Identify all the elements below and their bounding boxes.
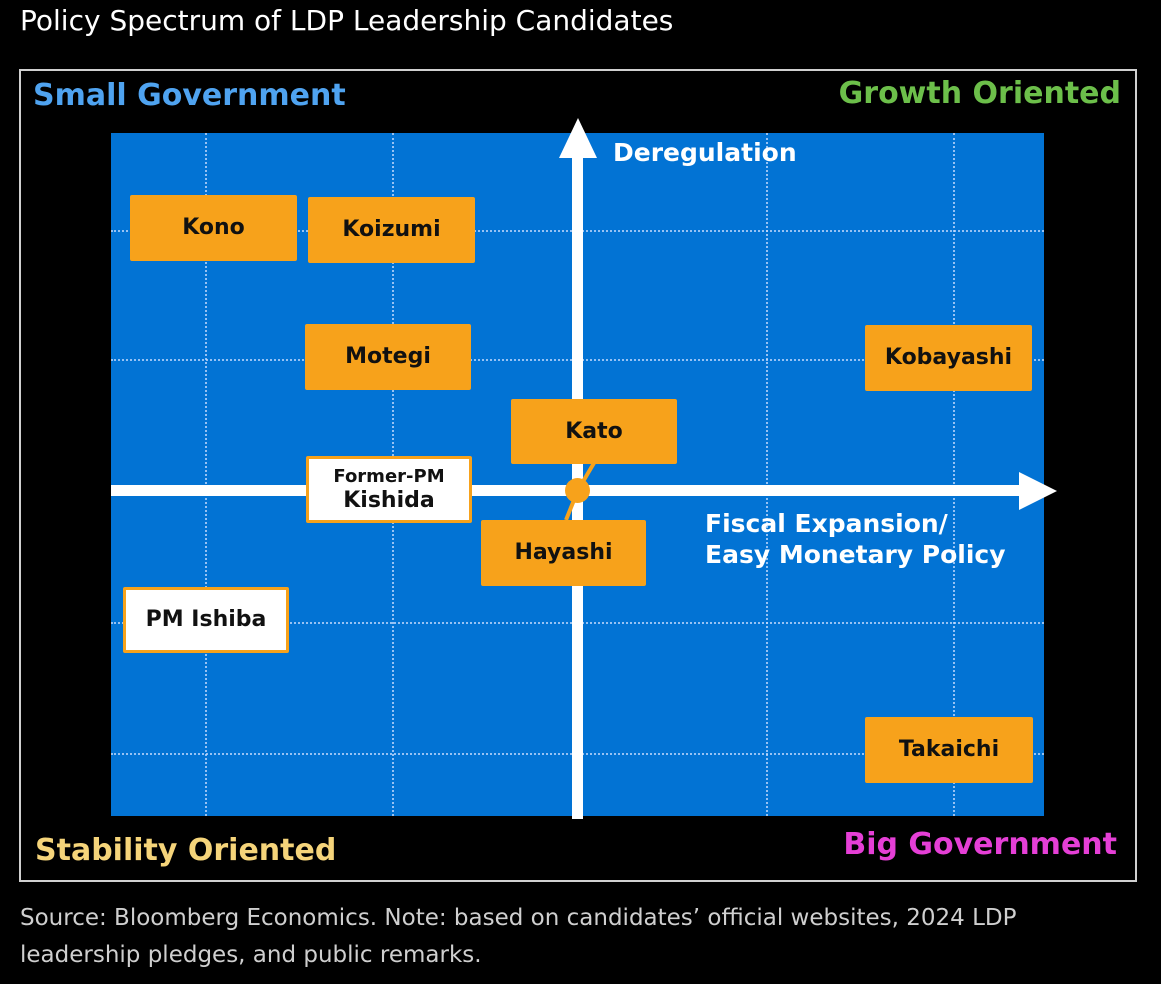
origin-dot	[565, 478, 590, 503]
grid-line-vertical	[766, 133, 768, 816]
candidate-box-kobayashi: Kobayashi	[865, 325, 1032, 391]
candidate-box-motegi: Motegi	[305, 324, 471, 390]
grid-line-vertical	[953, 133, 955, 816]
candidate-label: Hayashi	[514, 540, 613, 565]
candidate-label: PM Ishiba	[145, 607, 267, 632]
candidate-box-kato: Kato	[511, 399, 677, 464]
candidate-box-takaichi: Takaichi	[865, 717, 1033, 783]
quadrant-label-stability-oriented: Stability Oriented	[35, 833, 337, 868]
candidate-box-kishida: Former-PM Kishida	[306, 456, 472, 523]
candidate-box-koizumi: Koizumi	[308, 197, 475, 263]
candidate-box-kono: Kono	[130, 195, 297, 261]
grid-line-vertical	[205, 133, 207, 816]
chart-title: Policy Spectrum of LDP Leadership Candid…	[20, 4, 674, 37]
horizontal-axis-arrow-icon	[1019, 472, 1057, 510]
horizontal-axis-label-line1: Fiscal Expansion/	[705, 509, 948, 538]
candidate-label: Koizumi	[342, 217, 441, 242]
quadrant-label-growth-oriented: Growth Oriented	[838, 76, 1121, 111]
candidate-label: Kobayashi	[884, 345, 1013, 370]
horizontal-axis-label-line2: Easy Monetary Policy	[705, 540, 1006, 569]
candidate-box-hayashi: Hayashi	[481, 520, 646, 586]
candidate-label: Kishida	[343, 487, 435, 513]
diagram-frame	[19, 69, 1137, 882]
candidate-prefix: Former-PM	[333, 465, 445, 487]
vertical-axis-label: Deregulation	[613, 138, 797, 167]
candidate-label: Takaichi	[898, 737, 1000, 762]
candidate-label: Motegi	[345, 344, 431, 369]
quadrant-label-big-government: Big Government	[843, 827, 1117, 862]
quadrant-label-small-government: Small Government	[33, 78, 346, 113]
candidate-box-ishiba: PM Ishiba	[123, 587, 289, 653]
source-note: Source: Bloomberg Economics. Note: based…	[20, 905, 1017, 968]
vertical-axis-arrow-icon	[559, 118, 597, 158]
candidate-label: Kato	[565, 418, 623, 444]
candidate-label: Kono	[182, 215, 245, 240]
